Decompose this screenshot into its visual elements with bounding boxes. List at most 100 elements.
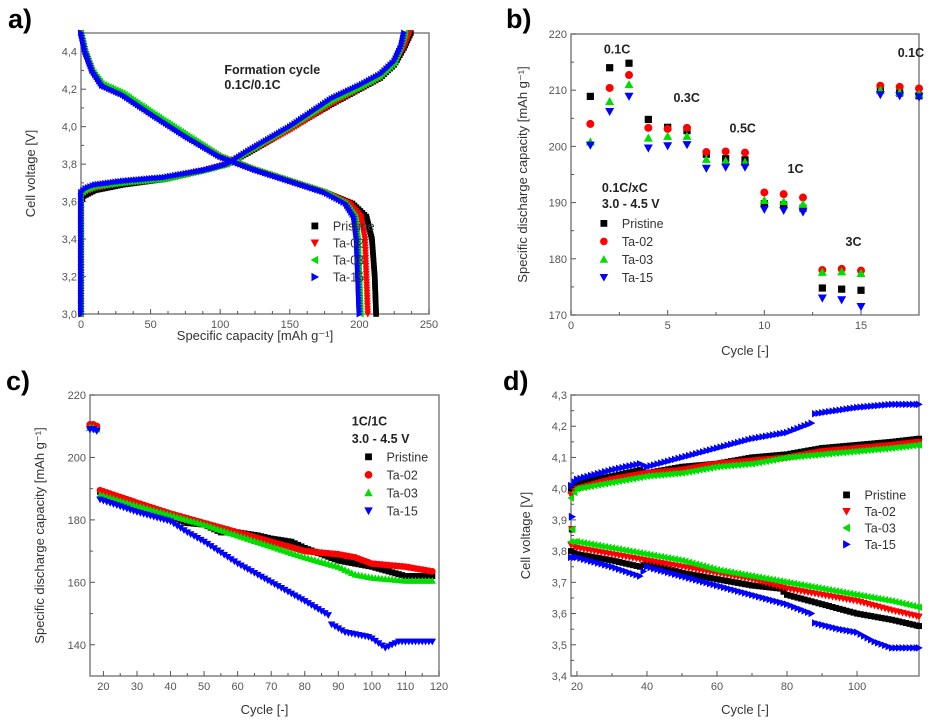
data-point	[636, 459, 644, 468]
data-point	[854, 610, 861, 617]
data-point	[717, 443, 725, 451]
y-tick-label: 200	[549, 141, 567, 153]
data-point	[605, 556, 612, 563]
data-point	[916, 435, 922, 442]
data-point	[793, 580, 801, 588]
data-point	[598, 560, 606, 568]
data-point	[794, 449, 801, 456]
data-point	[663, 124, 672, 133]
data-point	[678, 453, 686, 462]
y-tick-label: 220	[68, 390, 86, 402]
data-point	[640, 567, 648, 576]
data-point	[801, 607, 809, 615]
data-point	[661, 567, 669, 576]
data-point	[882, 641, 889, 650]
data-point	[780, 588, 787, 595]
data-point	[311, 604, 319, 611]
data-point	[895, 82, 904, 91]
data-point	[356, 310, 363, 318]
y-tick-label: 140	[68, 640, 86, 652]
data-point	[832, 587, 840, 595]
data-point	[689, 450, 697, 459]
x-axis-label: Specific capacity [mAh g⁻¹]	[177, 328, 333, 343]
data-point	[799, 204, 807, 212]
data-point	[567, 494, 574, 502]
data-point	[626, 469, 633, 476]
data-point	[298, 543, 305, 550]
data-point	[682, 131, 692, 140]
data-point	[892, 617, 899, 624]
data-point	[325, 553, 332, 560]
data-point	[567, 537, 574, 546]
data-point	[180, 527, 188, 534]
data-point	[173, 522, 181, 530]
data-point	[682, 141, 692, 150]
data-point	[884, 596, 892, 605]
data-point	[667, 554, 675, 563]
data-point	[355, 561, 362, 568]
annotation: 0.1C/0.1C	[224, 78, 280, 92]
data-point	[692, 449, 700, 458]
chart-panel-b: b) 0 5 10 15 170 180 190 200 210 220 Cycle [-] Speci…	[506, 4, 924, 358]
data-point	[657, 459, 665, 467]
data-point	[749, 582, 756, 589]
data-point	[916, 644, 923, 652]
x-tick-label: 0	[568, 320, 574, 332]
data-point	[815, 445, 822, 452]
data-point	[847, 404, 854, 413]
legend-marker	[365, 453, 372, 461]
legend-label: Pristine	[865, 488, 907, 502]
y-tick-label: 3,7	[552, 577, 567, 589]
data-point	[587, 553, 594, 560]
data-point	[706, 464, 713, 472]
data-point	[636, 473, 643, 482]
data-point	[240, 564, 249, 572]
data-point	[713, 566, 720, 574]
y-tick-label: 3,5	[552, 640, 567, 652]
data-point	[857, 403, 865, 411]
data-point	[772, 576, 780, 585]
legend-marker	[600, 219, 608, 227]
data-point	[856, 591, 864, 600]
x-tick-label: 150	[281, 319, 299, 331]
data-point	[915, 84, 923, 93]
data-point	[568, 553, 575, 562]
data-point	[200, 538, 208, 546]
data-point	[422, 573, 429, 580]
data-point	[846, 448, 854, 456]
y-tick-label: 180	[549, 254, 567, 266]
data-point	[675, 454, 683, 463]
data-point	[784, 451, 791, 458]
data-point	[905, 601, 913, 609]
data-point	[783, 453, 791, 462]
data-point	[633, 460, 641, 469]
data-point	[741, 460, 748, 469]
legend-entry: Ta-15	[311, 270, 364, 284]
data-point	[619, 463, 627, 472]
legend-marker	[311, 222, 319, 230]
data-point	[787, 450, 794, 457]
data-point	[905, 442, 913, 450]
data-point	[362, 562, 369, 569]
data-point	[577, 478, 584, 485]
data-point	[643, 144, 653, 153]
data-point	[762, 574, 770, 583]
data-point	[170, 520, 178, 528]
data-point	[777, 598, 784, 607]
data-point	[374, 640, 383, 647]
data-point	[601, 542, 608, 551]
y-tick-label: 3,6	[552, 609, 567, 621]
data-point	[644, 123, 653, 132]
data-point	[675, 569, 682, 576]
legend-marker	[599, 273, 609, 282]
data-point	[713, 444, 721, 452]
data-point	[364, 311, 372, 318]
data-point	[758, 574, 766, 582]
data-point	[601, 561, 609, 569]
data-point	[196, 536, 205, 544]
data-point	[885, 642, 893, 651]
y-tick-label: 4,1	[552, 452, 567, 464]
data-point	[779, 190, 788, 199]
data-point	[699, 562, 706, 570]
data-point	[568, 525, 576, 534]
